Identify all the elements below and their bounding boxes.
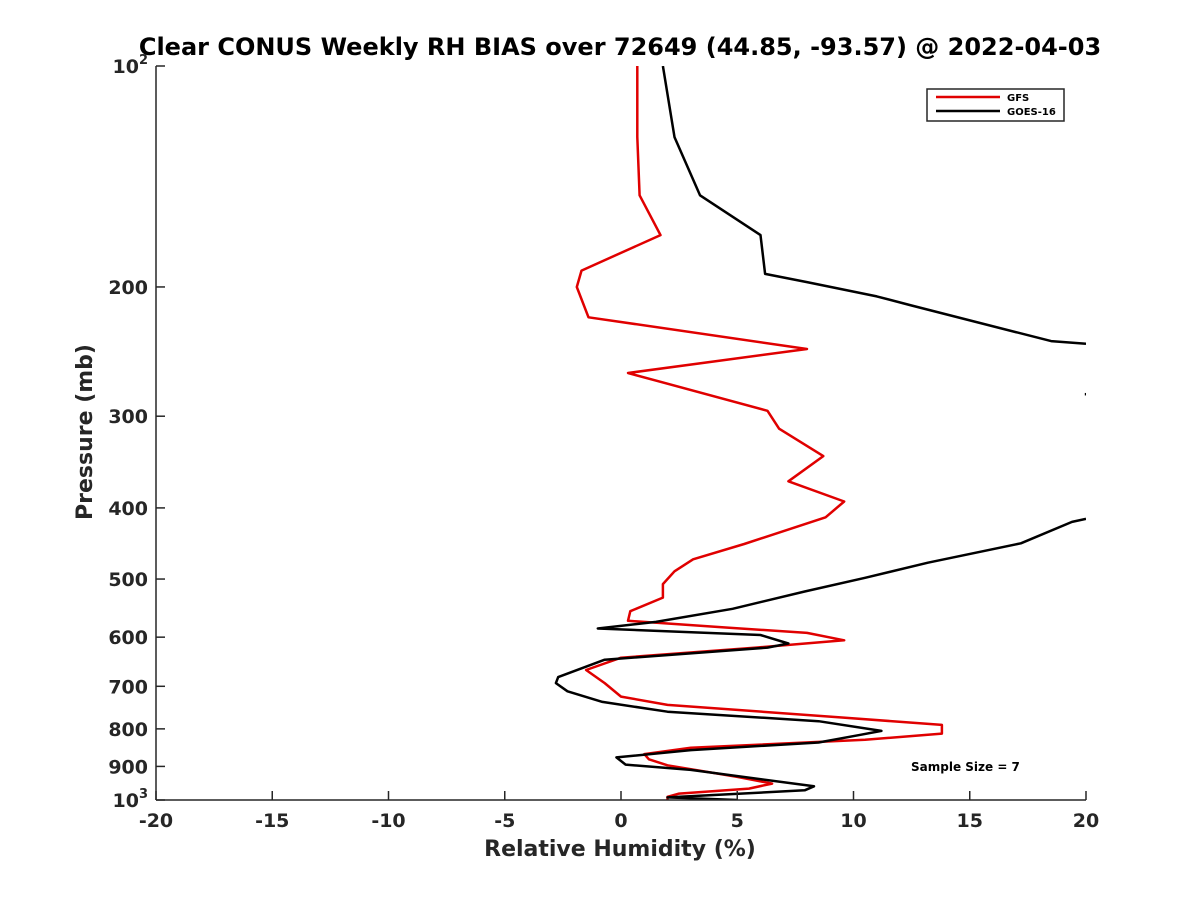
x-tick-label: 10 [840, 810, 866, 832]
series-line-gfs [575, 66, 944, 800]
y-tick-label: 300 [108, 406, 148, 428]
y-tick-label: 500 [108, 569, 148, 591]
x-tick-label: 5 [731, 810, 744, 832]
y-tick-label: 800 [108, 719, 148, 741]
legend: GFS GOES-16 [926, 88, 1065, 122]
sample-size-annotation: Sample Size = 7 [911, 760, 1020, 774]
series-lines [554, 66, 1086, 800]
x-tick-label: -10 [371, 810, 405, 832]
series-line-goes-16-1 [554, 517, 1086, 800]
x-tick-label: -20 [139, 810, 173, 832]
series-line-goes-16 [661, 66, 1086, 345]
x-tick-label: 15 [957, 810, 983, 832]
legend-label-gfs: GFS [1007, 93, 1029, 104]
y-axis-label: Pressure (mb) [73, 344, 98, 520]
x-tick-label: 20 [1073, 810, 1099, 832]
x-tick-label: -15 [255, 810, 289, 832]
y-tick-label: 400 [108, 498, 148, 520]
plot-area: -20 -15 -10 -5 0 5 10 15 20102200300400500600700… [108, 53, 1099, 832]
y-tick-label: 200 [108, 277, 148, 299]
x-tick-label: 0 [614, 810, 627, 832]
chart-title: Clear CONUS Weekly RH BIAS over 72649 (4… [139, 33, 1101, 61]
legend-box [926, 88, 1065, 122]
legend-label-goes-16: GOES-16 [1007, 107, 1056, 118]
y-tick-label: 600 [108, 627, 148, 649]
y-tick-label-exponent: 3 [139, 787, 148, 802]
y-tick-label-exponent: 2 [139, 53, 148, 68]
x-tick-label: -5 [494, 810, 515, 832]
y-tick-label: 700 [108, 676, 148, 698]
x-axis-label: Relative Humidity (%) [484, 837, 756, 862]
y-tick-label: 900 [108, 756, 148, 778]
